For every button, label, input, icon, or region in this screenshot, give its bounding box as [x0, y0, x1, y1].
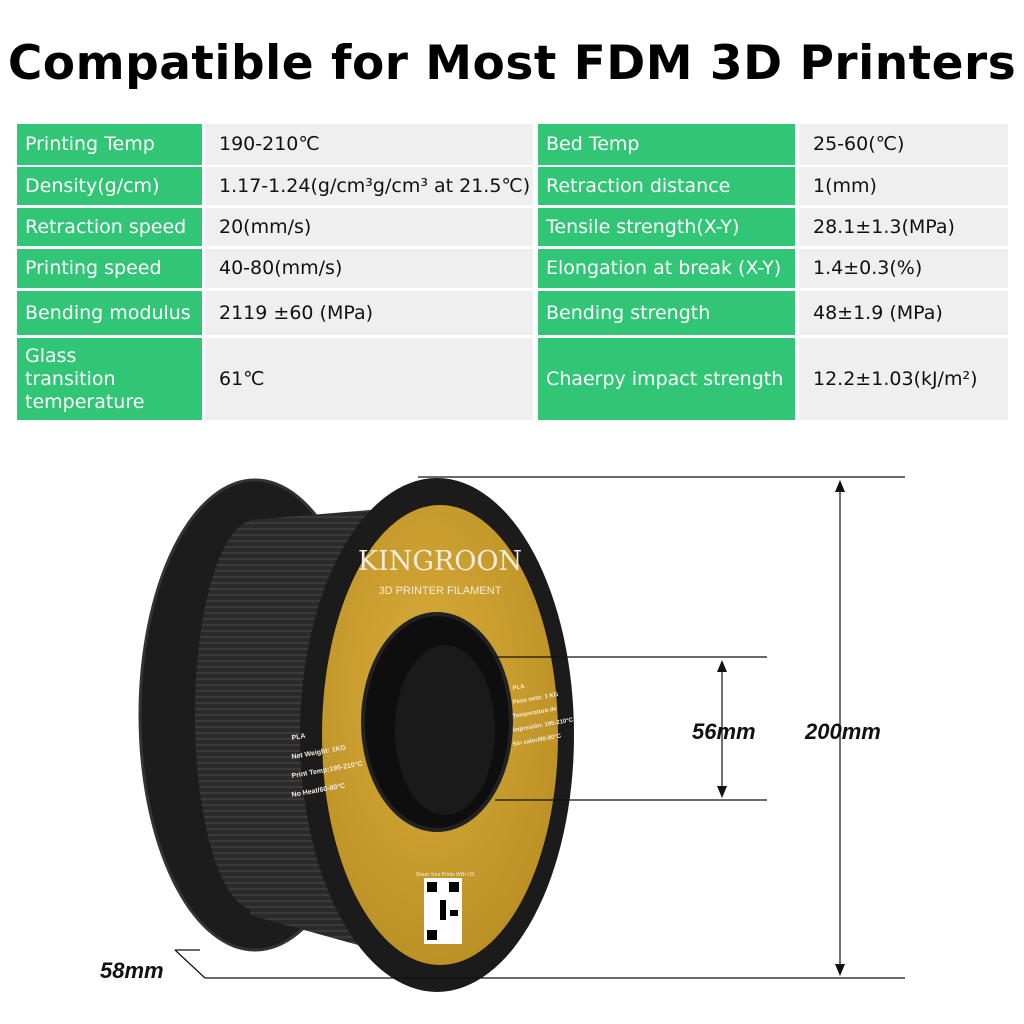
spec-left-label: Retraction speed [17, 208, 202, 246]
spec-right-value: 1(mm) [799, 167, 1008, 205]
spec-left-label: Glass transition temperature [17, 338, 167, 420]
width-label: 58mm [100, 958, 164, 983]
spec-right-value: 1.4±0.3(%) [799, 249, 1008, 288]
spec-left-value: 40-80(mm/s) [205, 249, 533, 288]
spec-left-label: Bending modulus [17, 291, 202, 335]
spec-right-value: 28.1±1.3(MPa) [799, 208, 1008, 246]
spec-left-value: 61℃ [205, 338, 533, 420]
outer-diameter-label: 200mm [805, 719, 881, 744]
spec-left-label: Density(g/cm) [17, 167, 202, 205]
spec-left-value: 2119 ±60 (MPa) [205, 291, 533, 335]
brand-logo: KINGROON [358, 546, 522, 577]
label-text-es: PLA [512, 684, 526, 692]
spec-right-label: Bending strength [538, 291, 795, 335]
page-title: Compatible for Most FDM 3D Printers [7, 36, 1017, 91]
spool-subtitle: 3D PRINTER FILAMENT [379, 585, 502, 597]
spec-right-label: Retraction distance [538, 167, 795, 205]
spec-right-label: Chaerpy impact strength [538, 338, 795, 420]
slogan: Share Your Prints With US [416, 872, 475, 878]
spec-right-label: Tensile strength(X-Y) [538, 208, 795, 246]
label-text: PLA [291, 733, 306, 742]
spec-right-value: 25-60(℃) [799, 124, 1008, 165]
spec-right-label: Bed Temp [538, 124, 795, 165]
spec-left-label: Printing speed [17, 249, 202, 288]
spec-right-value: 12.2±1.03(kJ/m²) [799, 338, 1008, 420]
spec-right-value: 48±1.9 (MPa) [799, 291, 1008, 335]
inner-diameter-label: 56mm [692, 719, 756, 744]
spec-left-value: 1.17-1.24(g/cm³g/cm³ at 21.5℃) [205, 167, 533, 205]
spec-left-value: 190-210℃ [205, 124, 533, 165]
spec-left-value: 20(mm/s) [205, 208, 533, 246]
spec-right-label: Elongation at break (X-Y) [538, 249, 795, 288]
spec-left-label: Printing Temp [17, 124, 202, 165]
dimension-lines [174, 476, 905, 979]
